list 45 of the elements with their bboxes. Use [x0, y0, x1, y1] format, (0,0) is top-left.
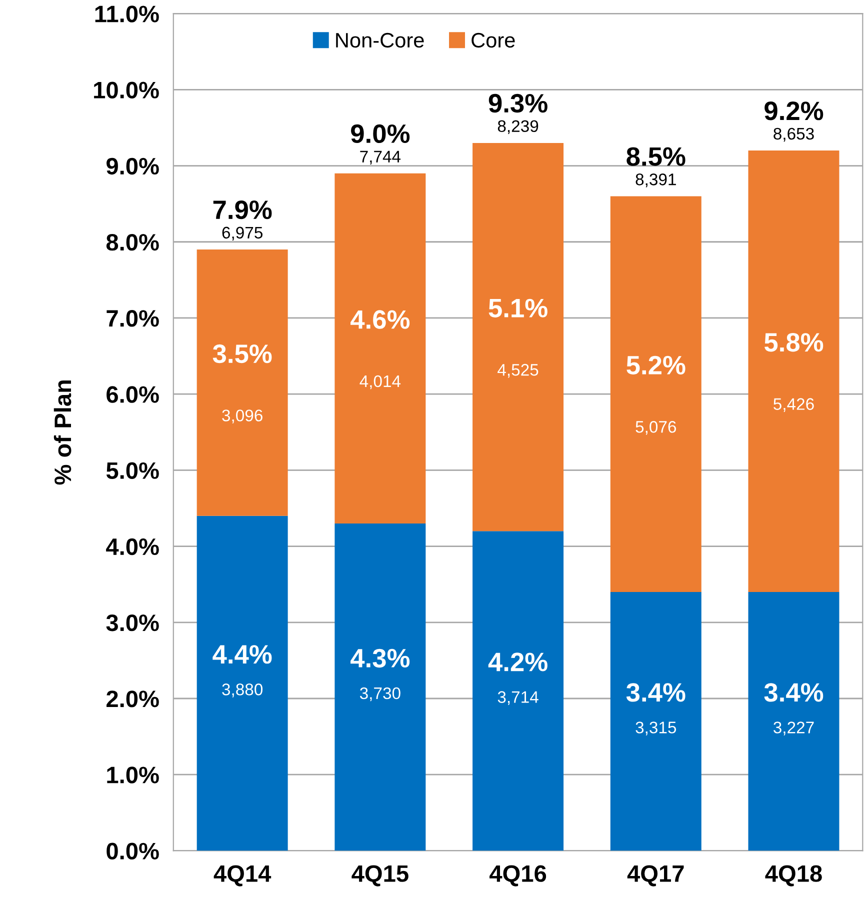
y-tick-label: 3.0% [106, 614, 159, 632]
y-tick-label: 1.0% [107, 766, 159, 784]
total-label: 9.2% 8,653 [764, 102, 824, 142]
bar [472, 531, 564, 851]
data-label: 3.4% 3,315 [626, 683, 686, 736]
x-tick-label: 4Q18 [765, 865, 822, 886]
text: 3.5% 3,096 [212, 344, 272, 424]
bar [610, 592, 702, 851]
legend-label: Core [472, 32, 515, 48]
bar [334, 173, 426, 524]
legend-label: Non-Core [336, 32, 424, 48]
x-tick-label: 4Q16 [490, 865, 546, 886]
bar [748, 150, 840, 592]
total-label: 9.3% 8,239 [488, 94, 548, 134]
total-label: 8.5% 8,391 [626, 147, 686, 188]
data-label: 4.4% 3,880 [212, 645, 272, 698]
bar [472, 142, 564, 532]
text: 4.6% 4,014 [350, 310, 410, 390]
x-tick-label: 4Q15 [352, 865, 408, 886]
x-tick-label: 4Q14 [214, 865, 272, 886]
bar [610, 196, 702, 592]
text: 5.1% 4,525 [488, 298, 548, 378]
y-tick-label: 2.0% [106, 690, 159, 708]
y-tick-label: 0.0% [106, 842, 159, 860]
bar [196, 249, 288, 516]
y-tick-label: 4.0% [106, 538, 159, 556]
y-axis-title: % of Plan [54, 380, 72, 485]
y-tick-label: 8.0% [106, 234, 159, 251]
data-label: 4.3% 3,730 [350, 648, 410, 702]
data-label: 4.2% 3,714 [488, 652, 548, 705]
bar [196, 516, 288, 851]
y-tick-label: 11.0% [95, 6, 159, 22]
x-tick-label: 4Q17 [627, 865, 684, 886]
text: 5.2% 5,076 [626, 356, 686, 435]
y-tick-label: 7.0% [106, 310, 159, 327]
data-label: 3.4% 3,227 [764, 683, 824, 736]
y-tick-label: 5.0% [106, 462, 159, 479]
y-tick-label: 10.0% [94, 82, 159, 98]
y-tick-label: 6.0% [106, 386, 159, 403]
total-label: 9.0% 7,744 [351, 124, 410, 164]
total-label: 7.9% 6,975 [213, 200, 272, 241]
bar [748, 592, 840, 851]
y-tick-label: 9.0% [106, 158, 159, 175]
bar [334, 523, 426, 851]
text: 5.8% 5,426 [764, 333, 824, 412]
